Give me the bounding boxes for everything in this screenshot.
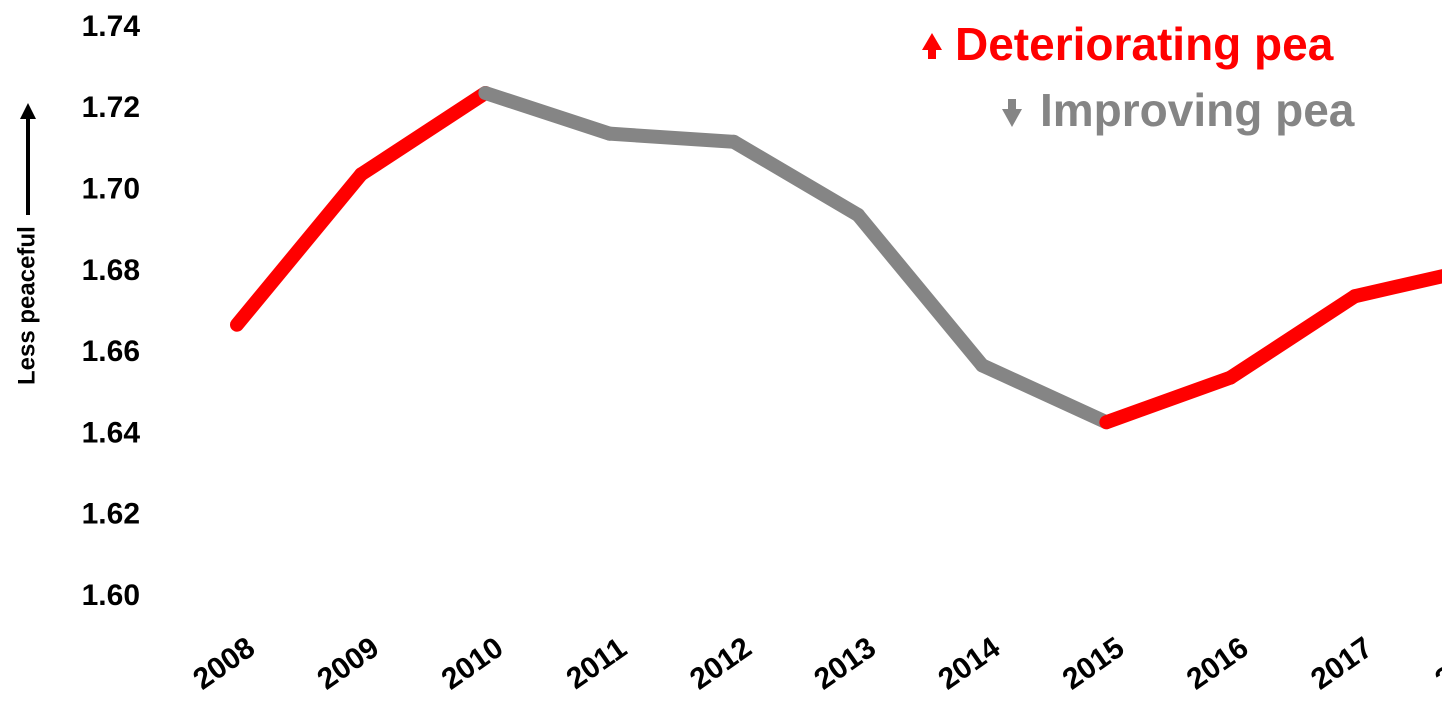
line-segment: [602, 126, 741, 149]
line-segment: [1099, 370, 1238, 430]
line-segment: [851, 207, 990, 373]
y-tick-label: 1.72: [82, 91, 140, 124]
x-tick-label: 2011: [561, 632, 633, 696]
y-tick-label: 1.64: [82, 416, 141, 449]
line-segment: [354, 86, 493, 182]
line-segment: [975, 358, 1114, 430]
x-tick-label: 2008: [187, 631, 261, 696]
y-axis-label: Less peaceful: [13, 226, 40, 385]
x-tick-label: 2012: [684, 631, 758, 696]
y-arrowhead: [20, 103, 36, 119]
y-axis-title: Less peaceful: [13, 103, 40, 385]
line-segment: [1223, 289, 1362, 385]
y-tick-label: 1.70: [82, 172, 140, 205]
legend-arrow-down-stem: [1008, 99, 1016, 109]
line-segment: [230, 167, 369, 332]
y-tick-label: 1.66: [82, 335, 140, 368]
y-tick-label: 1.60: [82, 579, 140, 612]
legend-label: Deteriorating pea: [955, 18, 1334, 70]
x-tick-label: 2010: [436, 631, 510, 696]
x-tick-label: 2013: [808, 631, 882, 696]
legend-arrow-up: [922, 33, 942, 50]
line-segment: [478, 86, 617, 141]
line-segment: [1347, 269, 1442, 304]
y-tick-label: 1.62: [82, 498, 140, 531]
y-tick-label: 1.68: [82, 254, 140, 287]
x-tick-label: 2017: [1305, 631, 1379, 696]
x-tick-label: 2009: [311, 631, 385, 696]
x-tick-label: 2014: [932, 631, 1006, 696]
x-tick-label: 2015: [1057, 631, 1131, 696]
legend-arrow-down: [1002, 109, 1022, 127]
x-tick-label: 2016: [1181, 631, 1255, 696]
legend-arrow-up-stem: [928, 49, 936, 59]
x-tick-label: 2018: [1429, 631, 1442, 696]
y-tick-label: 1.74: [82, 10, 141, 43]
line-segment: [726, 134, 865, 222]
legend-label: Improving pea: [1040, 84, 1355, 136]
